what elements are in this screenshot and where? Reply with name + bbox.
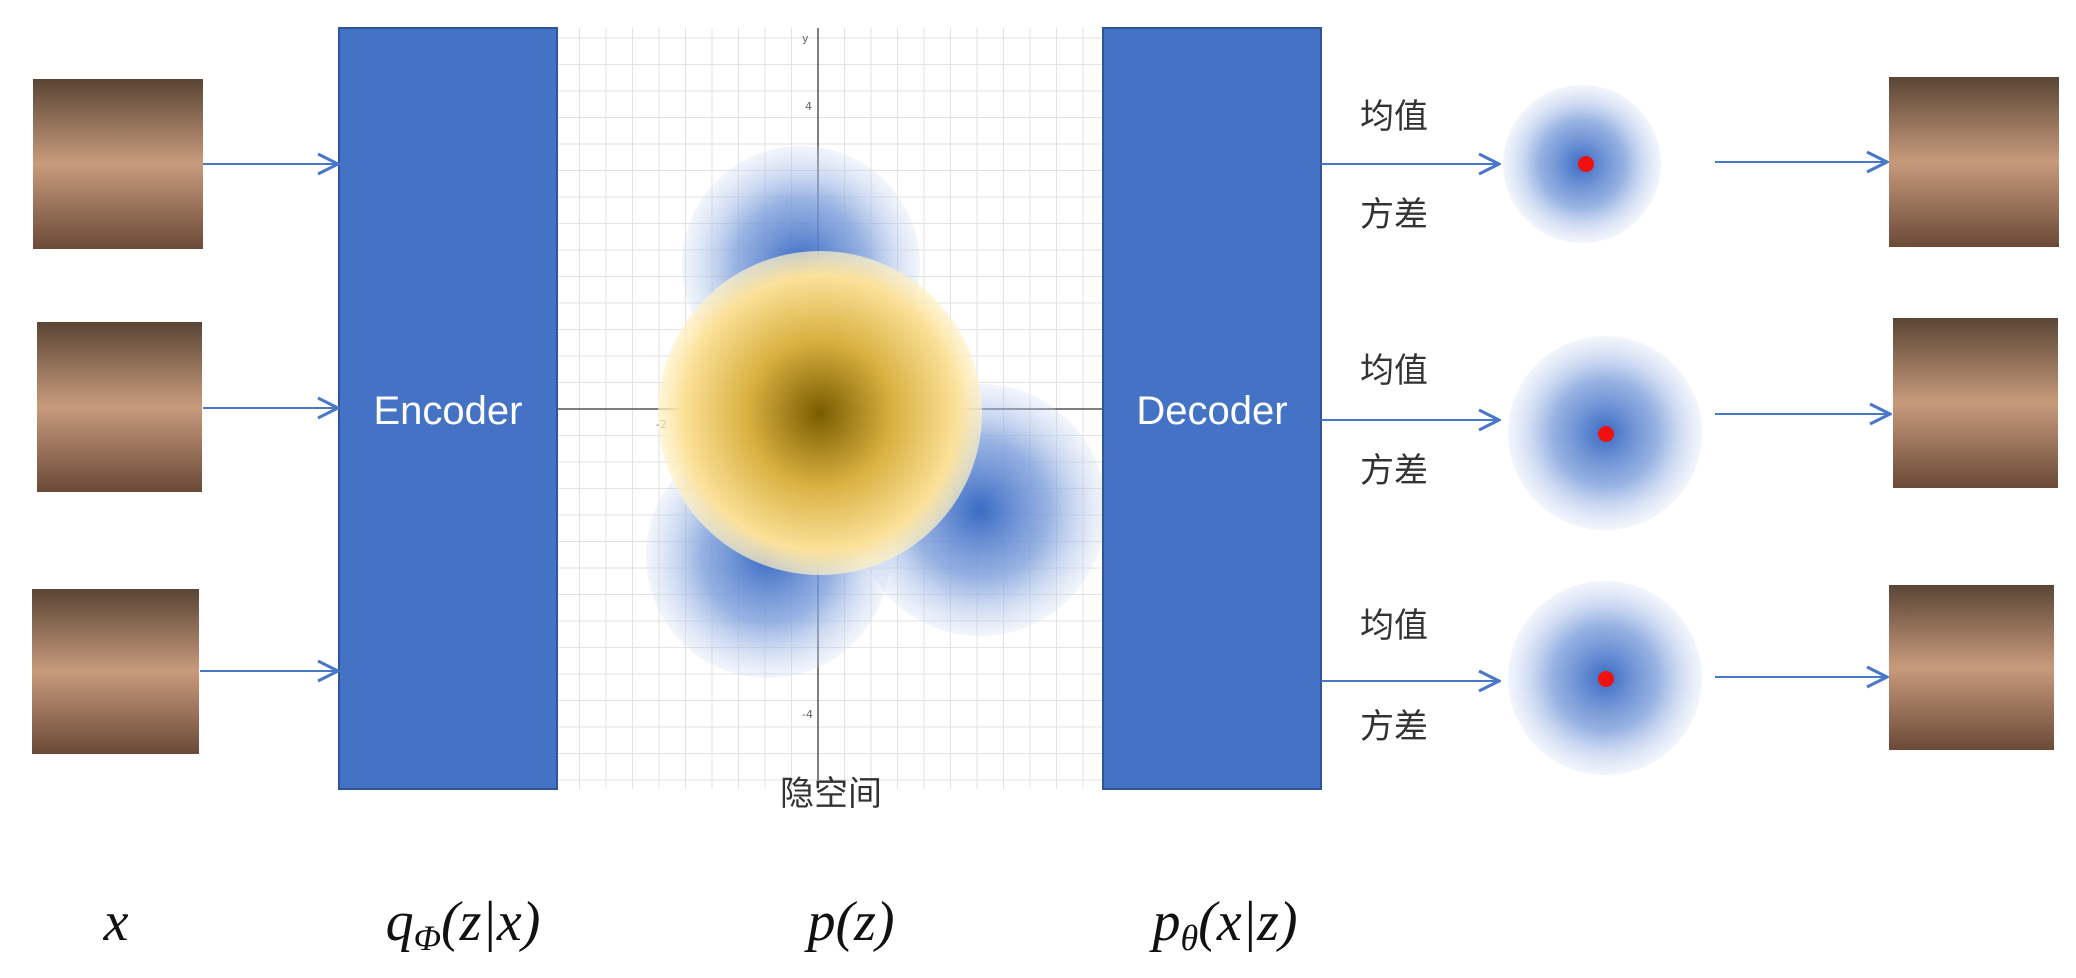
input-image [33,79,203,249]
input-image [37,322,202,492]
formula: x [103,891,129,953]
mean-label: 均值 [1360,97,1428,137]
input-image [32,589,199,754]
output-image [1889,77,2059,247]
variance-label: 方差 [1360,451,1428,491]
formula: pθ(x|z) [1148,891,1297,958]
arrows [200,162,1890,681]
encoder-label: Encoder [374,389,523,433]
latent-label: 隐空间 [780,774,882,814]
tick-label: -4 [802,708,813,721]
decoder-label: Decoder [1136,389,1287,433]
output-image [1889,585,2054,750]
axis-name: y [802,32,809,45]
mean-dot [1598,671,1614,687]
formula: qΦ(z|x) [386,891,541,958]
faces [32,77,2059,754]
tick-label: 4 [805,100,812,113]
formula: p(z) [803,891,894,953]
output-image [1893,318,2058,488]
variance-label: 方差 [1360,195,1428,235]
mean-dot [1598,426,1614,442]
encoder-box [338,27,558,790]
mean-dot [1578,156,1594,172]
variance-label: 方差 [1360,707,1428,747]
mean-label: 均值 [1360,351,1428,391]
prior-blob [658,251,982,575]
decoder-box [1102,27,1322,790]
mean-label: 均值 [1360,606,1428,646]
